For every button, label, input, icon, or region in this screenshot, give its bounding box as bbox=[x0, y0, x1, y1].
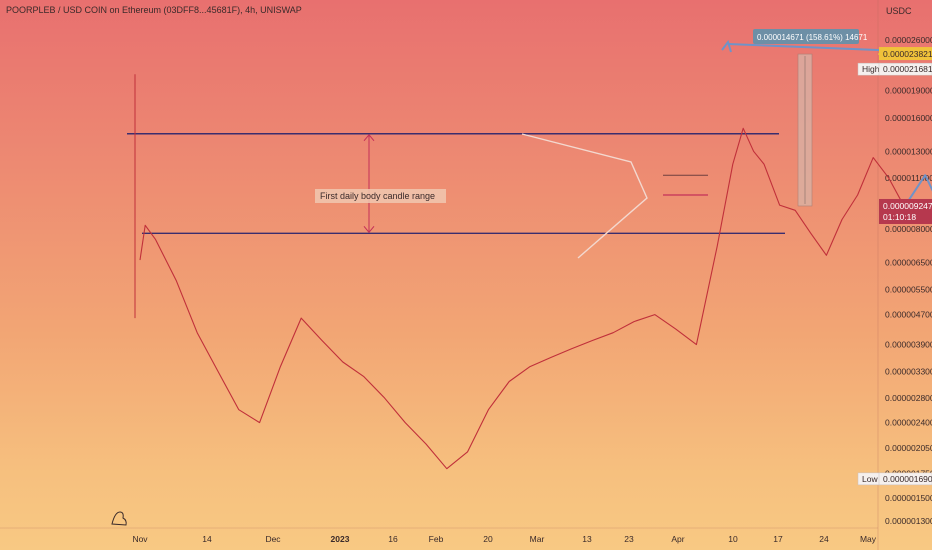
high-label-text: High bbox=[862, 64, 880, 74]
measure-label-box bbox=[753, 29, 859, 44]
range-arrow-head-top bbox=[363, 133, 375, 142]
x-tick-label-0: Nov bbox=[132, 534, 148, 544]
x-tick-label-7: Mar bbox=[530, 534, 545, 544]
y-tick-label-8: 0.000004700 bbox=[885, 310, 932, 320]
y-tick-label-12: 0.000002400 bbox=[885, 418, 932, 428]
chart-title: POORPLEB / USD COIN on Ethereum (03DFF8.… bbox=[6, 5, 302, 15]
high-price-tag bbox=[878, 62, 932, 76]
y-tick-label-5: 0.000008000 bbox=[885, 224, 932, 234]
projection-arrow-line bbox=[727, 43, 932, 54]
x-tick-label-14: May bbox=[860, 534, 877, 544]
y-tick-label-10: 0.000003300 bbox=[885, 366, 932, 376]
x-tick-label-10: Apr bbox=[671, 534, 684, 544]
y-tick-label-1: 0.000019000 bbox=[885, 85, 932, 95]
price-series-line bbox=[139, 127, 905, 470]
y-tick-label-9: 0.000003900 bbox=[885, 340, 932, 350]
low-price-tag bbox=[878, 472, 932, 486]
projection-path bbox=[903, 174, 932, 208]
projection-arrow-head bbox=[721, 39, 732, 53]
low-label-text: Low bbox=[862, 474, 878, 484]
y-tick-label-6: 0.000006500 bbox=[885, 258, 932, 268]
y-tick-label-0: 0.000026000 bbox=[885, 35, 932, 45]
x-tick-label-6: 20 bbox=[483, 534, 493, 544]
x-tick-label-11: 10 bbox=[728, 534, 738, 544]
currency-label: USDC bbox=[886, 6, 912, 16]
x-tick-label-8: 13 bbox=[582, 534, 592, 544]
y-tick-label-11: 0.000002800 bbox=[885, 393, 932, 403]
current-price-tag-text: 0.000009247 bbox=[883, 201, 932, 211]
x-tick-label-5: Feb bbox=[429, 534, 444, 544]
x-tick-label-9: 23 bbox=[624, 534, 634, 544]
target-price-tag-text: 0.000023821 bbox=[883, 49, 932, 59]
triangle-pattern bbox=[521, 133, 648, 259]
high-price-tag-text: 0.000021681 bbox=[883, 64, 932, 74]
y-tick-label-3: 0.000013000 bbox=[885, 146, 932, 156]
dino-logo-icon bbox=[111, 511, 127, 526]
countdown-text: 01:10:18 bbox=[883, 212, 916, 222]
x-tick-label-13: 24 bbox=[819, 534, 829, 544]
x-tick-label-4: 16 bbox=[388, 534, 398, 544]
y-tick-label-15: 0.000001500 bbox=[885, 493, 932, 503]
x-tick-label-1: 14 bbox=[202, 534, 212, 544]
measure-label: 0.000014671 (158.61%) 14671 bbox=[757, 33, 868, 42]
y-tick-label-16: 0.000001300 bbox=[885, 516, 932, 526]
y-tick-label-13: 0.000002050 bbox=[885, 443, 932, 453]
current-price-tag bbox=[879, 198, 932, 224]
y-tick-label-2: 0.000016000 bbox=[885, 113, 932, 123]
x-tick-label-3: 2023 bbox=[331, 534, 350, 544]
low-price-tag-text: 0.000001690 bbox=[883, 474, 932, 484]
y-tick-label-7: 0.000005500 bbox=[885, 284, 932, 294]
annotation-label: First daily body candle range bbox=[320, 191, 435, 201]
annotation-label-box bbox=[315, 189, 446, 203]
target-price-tag bbox=[879, 47, 932, 61]
range-arrow-head-bottom bbox=[363, 225, 375, 234]
x-tick-label-2: Dec bbox=[265, 534, 281, 544]
x-tick-label-12: 17 bbox=[773, 534, 783, 544]
y-tick-label-4: 0.000011000 bbox=[885, 173, 932, 183]
